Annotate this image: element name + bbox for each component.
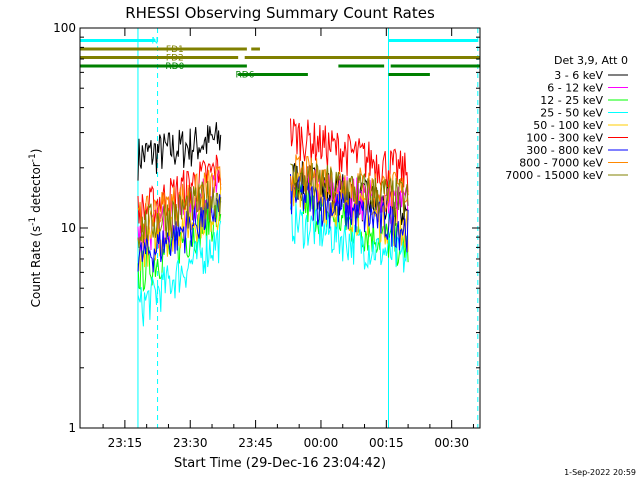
series-line-3-0 — [137, 220, 222, 327]
y-axis-label-sup2: -1 — [28, 153, 38, 162]
y-axis-label-mid: detector — [29, 162, 43, 217]
series-line-8-1 — [290, 162, 409, 218]
x-tick-label-1: 23:30 — [173, 436, 208, 450]
series-line-3-1 — [290, 202, 409, 273]
axis-ticks: 23:15 23:30 23:45 00:00 00:15 00:30 1 10 100 — [53, 21, 480, 450]
y-axis-label-end: ) — [29, 149, 43, 154]
x-tick-label-4: 00:15 — [369, 436, 404, 450]
x-tick-label-2: 23:45 — [238, 436, 273, 450]
legend-entry-0: 3 - 6 keV — [554, 69, 603, 82]
plot-frame — [79, 27, 481, 429]
y-tick-label-1: 10 — [61, 221, 76, 235]
flag-label-2: FD2 — [166, 54, 184, 64]
chart-title: RHESSI Observing Summary Count Rates — [125, 4, 435, 22]
x-tick-label-5: 00:30 — [434, 436, 469, 450]
series-line-5-1 — [290, 118, 409, 196]
legend-entry-2: 12 - 25 keV — [540, 94, 603, 107]
y-axis-label-sup1: -1 — [28, 217, 38, 226]
legend-entry-4: 50 - 100 keV — [533, 119, 603, 132]
legend-entry-3: 25 - 50 keV — [540, 107, 603, 120]
legend-entry-6: 300 - 800 keV — [526, 144, 603, 157]
legend-header: Det 3,9, Att 0 — [554, 54, 628, 67]
legend-entry-5: 100 - 300 keV — [526, 132, 603, 145]
x-tick-label-0: 23:15 — [108, 436, 143, 450]
y-axis-label: Count Rate (s-1 detector-1) — [28, 149, 43, 308]
series-line-0-0 — [137, 122, 222, 181]
y-tick-label-0: 1 — [68, 421, 76, 435]
legend-entry-7: 800 - 7000 keV — [519, 157, 603, 170]
flag-label-3: RD0 — [165, 62, 184, 72]
legend-entry-1: 6 - 12 keV — [547, 82, 603, 95]
flag-label-0: N — [151, 37, 158, 47]
footer-timestamp: 1-Sep-2022 20:59 — [564, 468, 636, 477]
series-line-8-0 — [137, 180, 222, 249]
legend-entry-8: 7000 - 15000 keV — [505, 169, 603, 182]
flag-label-4: RD6 — [236, 71, 255, 81]
y-tick-label-2: 100 — [53, 21, 76, 35]
y-axis-label-main: Count Rate (s — [29, 226, 43, 308]
x-axis-label: Start Time (29-Dec-16 23:04:42) — [174, 456, 386, 471]
series-line-6-1 — [290, 174, 409, 253]
flag-label-1: FD1 — [166, 45, 184, 55]
x-tick-label-3: 00:00 — [304, 436, 339, 450]
